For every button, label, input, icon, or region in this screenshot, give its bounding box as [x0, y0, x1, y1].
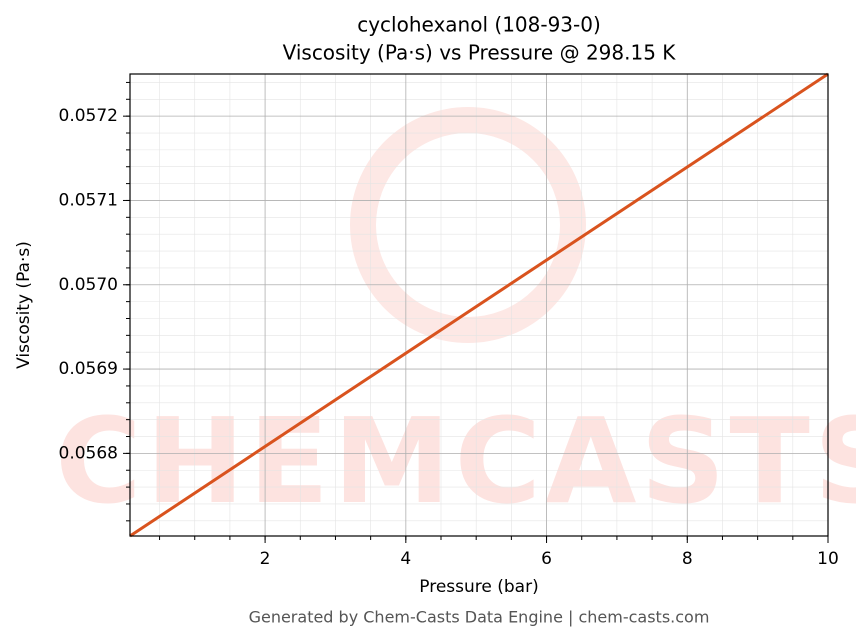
y-tick-label: 0.0569 — [59, 359, 118, 379]
chart-subtitle: Viscosity (Pa·s) vs Pressure @ 298.15 K — [283, 41, 677, 65]
y-tick-label: 0.0568 — [59, 443, 118, 463]
x-axis-label: Pressure (bar) — [419, 577, 538, 597]
x-tick-label: 4 — [400, 549, 411, 569]
x-tick-label: 10 — [817, 549, 839, 569]
y-tick-label: 0.0571 — [59, 190, 118, 210]
footer: Generated by Chem-Casts Data Engine | ch… — [249, 608, 710, 627]
y-axis-label: Viscosity (Pa·s) — [14, 241, 34, 369]
x-tick-label: 6 — [541, 549, 552, 569]
y-tick-label: 0.0572 — [59, 106, 118, 126]
x-tick-label: 8 — [682, 549, 693, 569]
watermark-logo — [350, 107, 586, 343]
y-tick-label: 0.0570 — [59, 275, 118, 295]
data-line — [129, 72, 829, 538]
chart-title: cyclohexanol (108-93-0) — [357, 13, 601, 37]
watermark: CHEMCASTS — [55, 392, 856, 530]
plot-frame — [129, 73, 829, 537]
x-tick-label: 2 — [260, 549, 271, 569]
